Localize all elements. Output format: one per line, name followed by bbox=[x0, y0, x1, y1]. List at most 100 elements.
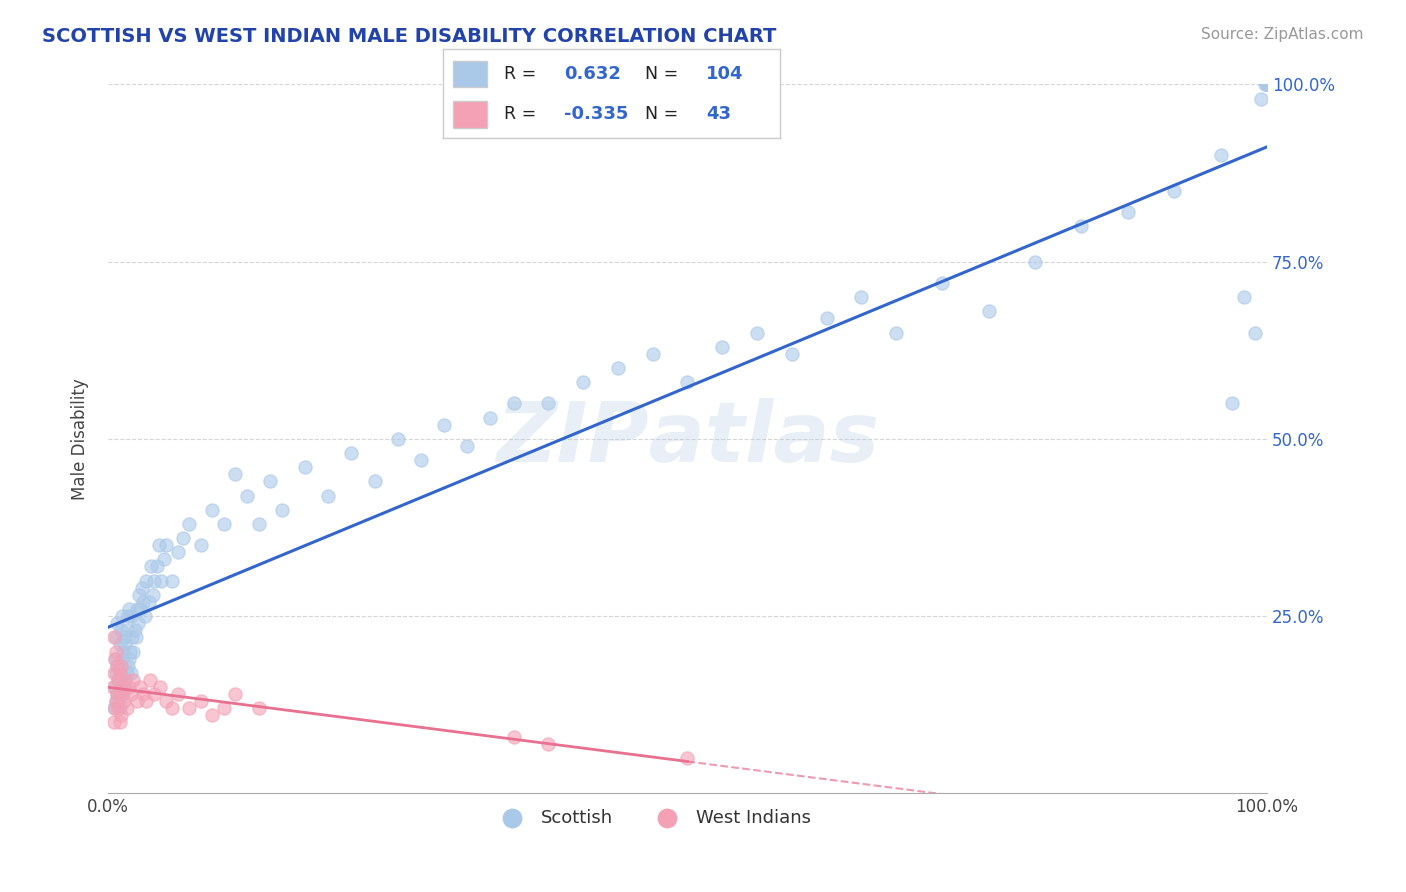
Point bbox=[108, 715, 131, 730]
Point bbox=[502, 730, 524, 744]
Point bbox=[145, 559, 167, 574]
Text: 0.632: 0.632 bbox=[564, 65, 621, 83]
Point bbox=[294, 460, 316, 475]
Point bbox=[110, 708, 132, 723]
Point bbox=[125, 631, 148, 645]
Point bbox=[104, 651, 127, 665]
Point bbox=[139, 559, 162, 574]
Point bbox=[166, 545, 188, 559]
Point bbox=[1220, 396, 1243, 410]
Point bbox=[110, 658, 132, 673]
Point bbox=[125, 602, 148, 616]
Point bbox=[103, 631, 125, 645]
Point bbox=[931, 276, 953, 290]
Text: Source: ZipAtlas.com: Source: ZipAtlas.com bbox=[1201, 27, 1364, 42]
Point bbox=[110, 658, 132, 673]
Point bbox=[190, 694, 212, 708]
Point bbox=[572, 375, 595, 389]
Point bbox=[676, 375, 699, 389]
Point bbox=[155, 538, 177, 552]
Point bbox=[125, 694, 148, 708]
Point bbox=[149, 680, 172, 694]
Point bbox=[114, 680, 136, 694]
Point bbox=[1209, 148, 1232, 162]
Point bbox=[112, 631, 135, 645]
Point bbox=[129, 602, 152, 616]
Point bbox=[1116, 205, 1139, 219]
Point bbox=[270, 503, 292, 517]
Point bbox=[103, 715, 125, 730]
Point bbox=[107, 694, 129, 708]
Point bbox=[143, 574, 166, 588]
Point bbox=[118, 680, 141, 694]
Point bbox=[224, 467, 246, 482]
Point bbox=[1253, 78, 1275, 92]
Point bbox=[479, 410, 502, 425]
Point bbox=[160, 574, 183, 588]
Point bbox=[112, 644, 135, 658]
Point bbox=[745, 326, 768, 340]
Text: R =: R = bbox=[503, 65, 536, 83]
Point bbox=[115, 624, 138, 638]
Point bbox=[112, 680, 135, 694]
Text: N =: N = bbox=[645, 65, 679, 83]
Bar bbox=[453, 61, 486, 87]
Point bbox=[117, 658, 139, 673]
Point bbox=[108, 701, 131, 715]
Point bbox=[1250, 92, 1272, 106]
Point bbox=[247, 516, 270, 531]
Point bbox=[433, 417, 456, 432]
Point bbox=[1070, 219, 1092, 234]
Point bbox=[103, 701, 125, 715]
Point bbox=[112, 687, 135, 701]
Point bbox=[606, 361, 628, 376]
Point bbox=[201, 708, 224, 723]
Point bbox=[115, 701, 138, 715]
Point bbox=[105, 631, 128, 645]
Point bbox=[316, 489, 339, 503]
Point bbox=[127, 616, 149, 631]
Point bbox=[1024, 254, 1046, 268]
Point bbox=[179, 701, 201, 715]
Point bbox=[105, 644, 128, 658]
Point bbox=[105, 687, 128, 701]
Point bbox=[129, 680, 152, 694]
Point bbox=[122, 673, 145, 687]
Point bbox=[340, 446, 363, 460]
Point bbox=[122, 644, 145, 658]
Point bbox=[107, 673, 129, 687]
Point bbox=[138, 595, 160, 609]
Point bbox=[117, 609, 139, 624]
Point bbox=[111, 609, 134, 624]
Point bbox=[120, 687, 142, 701]
Point bbox=[105, 658, 128, 673]
Point bbox=[1256, 78, 1278, 92]
Point bbox=[107, 673, 129, 687]
Point bbox=[118, 651, 141, 665]
Point bbox=[409, 453, 432, 467]
Point bbox=[815, 311, 838, 326]
Point bbox=[105, 658, 128, 673]
Point bbox=[105, 694, 128, 708]
Point bbox=[148, 538, 170, 552]
Point bbox=[851, 290, 873, 304]
Point bbox=[108, 638, 131, 652]
Point bbox=[247, 701, 270, 715]
Point bbox=[155, 694, 177, 708]
Point bbox=[120, 665, 142, 680]
Point bbox=[104, 680, 127, 694]
Point bbox=[104, 651, 127, 665]
Point bbox=[143, 687, 166, 701]
Point bbox=[132, 687, 155, 701]
Point bbox=[114, 673, 136, 687]
Text: -0.335: -0.335 bbox=[564, 105, 628, 123]
Point bbox=[104, 701, 127, 715]
Point bbox=[172, 531, 194, 545]
Point bbox=[150, 574, 173, 588]
Point bbox=[537, 396, 560, 410]
Point bbox=[111, 687, 134, 701]
Point bbox=[142, 588, 165, 602]
Point bbox=[160, 701, 183, 715]
Point bbox=[224, 687, 246, 701]
Point bbox=[108, 673, 131, 687]
